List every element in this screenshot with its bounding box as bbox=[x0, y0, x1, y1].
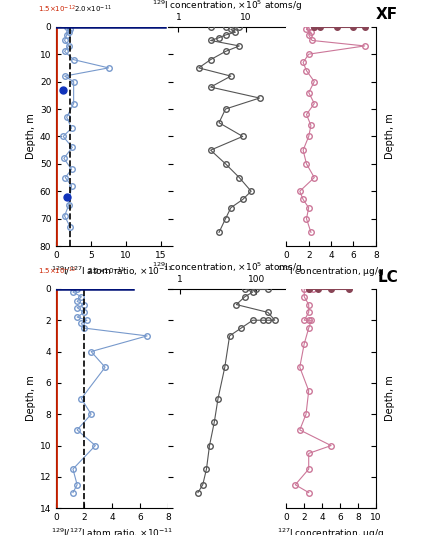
X-axis label: $^{129}$I/$^{127}$I atom ratio, ×10$^{-11}$: $^{129}$I/$^{127}$I atom ratio, ×10$^{-1… bbox=[51, 264, 173, 278]
Text: LC: LC bbox=[378, 270, 398, 285]
X-axis label: $^{127}$I concentration, μg/g: $^{127}$I concentration, μg/g bbox=[277, 526, 385, 535]
Text: 2.0×10$^{-11}$: 2.0×10$^{-11}$ bbox=[73, 3, 111, 14]
Text: 2.0×10$^{-11}$: 2.0×10$^{-11}$ bbox=[88, 265, 125, 277]
Y-axis label: Depth, m: Depth, m bbox=[385, 376, 395, 422]
Text: 1.5×10$^{-12}$: 1.5×10$^{-12}$ bbox=[38, 3, 76, 14]
Y-axis label: Depth, m: Depth, m bbox=[25, 376, 35, 422]
X-axis label: $^{129}$I concentration, ×10$^5$ atoms/g: $^{129}$I concentration, ×10$^5$ atoms/g bbox=[152, 0, 302, 13]
X-axis label: $^{127}$I concentration, μg/g: $^{127}$I concentration, μg/g bbox=[277, 264, 385, 279]
Y-axis label: Depth, m: Depth, m bbox=[25, 113, 35, 159]
X-axis label: $^{129}$I/$^{127}$I atom ratio, ×10$^{-11}$: $^{129}$I/$^{127}$I atom ratio, ×10$^{-1… bbox=[51, 526, 173, 535]
Text: 1.5×10$^{-12}$: 1.5×10$^{-12}$ bbox=[38, 265, 76, 277]
Text: XF: XF bbox=[376, 7, 398, 22]
Y-axis label: Depth, m: Depth, m bbox=[385, 113, 395, 159]
X-axis label: $^{129}$I concentration, ×10$^5$ atoms/g: $^{129}$I concentration, ×10$^5$ atoms/g bbox=[152, 261, 302, 275]
